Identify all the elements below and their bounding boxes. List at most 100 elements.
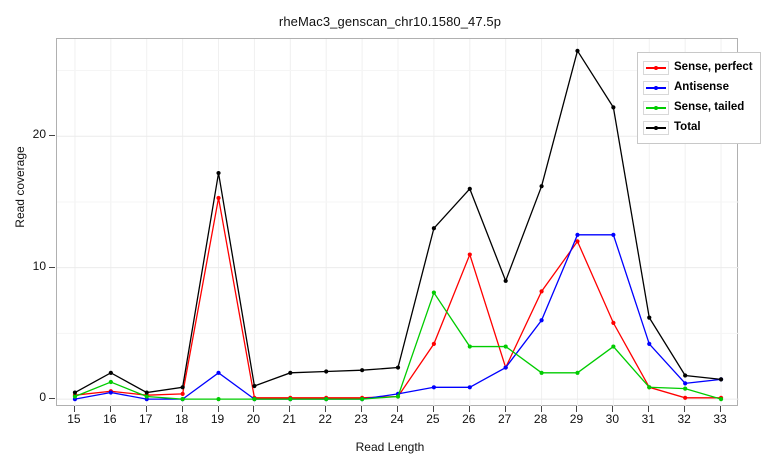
x-tick-label: 20 — [246, 412, 261, 426]
x-tick-label: 18 — [174, 412, 189, 426]
x-tick-label: 23 — [354, 412, 368, 426]
x-tick-mark — [289, 406, 291, 412]
x-tick-mark — [145, 406, 147, 412]
legend-swatch-icon — [643, 121, 669, 135]
x-tick-label: 29 — [569, 412, 584, 426]
data-point — [431, 226, 436, 231]
data-point — [216, 170, 221, 176]
legend-item[interactable]: Antisense — [643, 78, 753, 98]
x-tick-label: 19 — [210, 412, 225, 426]
x-tick-label: 27 — [497, 412, 512, 426]
y-tick-mark — [49, 398, 55, 400]
data-point — [180, 385, 185, 390]
data-point — [288, 397, 293, 402]
data-point — [108, 370, 113, 375]
x-tick-label: 22 — [318, 412, 332, 426]
y-axis-title: Read coverage — [13, 146, 27, 228]
x-tick-mark — [576, 406, 578, 412]
x-tick-label: 33 — [713, 412, 727, 426]
legend-item[interactable]: Sense, tailed — [643, 98, 753, 118]
data-point — [467, 252, 472, 257]
legend-label: Sense, tailed — [674, 101, 745, 114]
data-point — [575, 232, 580, 237]
data-point — [467, 385, 472, 390]
x-tick-mark — [504, 406, 506, 412]
y-tick-label: 0 — [39, 390, 46, 405]
legend-label: Antisense — [674, 81, 729, 94]
chart-legend: Sense, perfect Antisense Sense, tailed Tota… — [637, 52, 761, 144]
data-point — [252, 397, 257, 402]
x-tick-label: 28 — [533, 412, 548, 426]
data-point — [503, 278, 508, 283]
data-series-group — [72, 48, 724, 402]
legend-label: Total — [674, 121, 701, 134]
data-point — [431, 290, 436, 295]
data-point — [467, 186, 472, 191]
x-tick-mark — [432, 406, 434, 412]
series-line — [74, 291, 722, 400]
legend-label: Sense, perfect — [674, 61, 753, 74]
plot-area — [56, 38, 739, 407]
x-tick-label: 32 — [677, 412, 691, 426]
data-point — [647, 385, 652, 390]
x-tick-label: 15 — [67, 412, 81, 426]
legend-swatch-icon — [643, 101, 669, 115]
data-point — [539, 184, 544, 189]
y-tick-mark — [49, 266, 55, 268]
data-point — [683, 386, 688, 391]
x-tick-mark — [109, 406, 111, 412]
x-tick-mark — [684, 406, 686, 412]
data-point — [467, 344, 472, 349]
data-point — [108, 390, 113, 395]
data-point — [539, 289, 544, 294]
x-tick-label: 16 — [103, 412, 117, 426]
data-point — [288, 370, 293, 375]
data-point — [180, 391, 185, 396]
data-point — [324, 369, 329, 374]
x-tick-mark — [720, 406, 722, 412]
chart-title: rheMac3_genscan_chr10.1580_47.5p — [278, 14, 502, 29]
data-point — [360, 397, 365, 402]
data-point — [611, 105, 616, 110]
x-tick-mark — [217, 406, 219, 412]
data-point — [431, 385, 436, 390]
y-tick-label: 10 — [32, 258, 46, 273]
legend-item[interactable]: Sense, perfect — [643, 58, 753, 78]
x-tick-mark — [181, 406, 183, 412]
data-point — [216, 195, 221, 201]
data-point — [539, 370, 544, 375]
data-point — [144, 390, 149, 395]
x-tick-mark — [361, 406, 363, 412]
data-point — [252, 383, 257, 389]
data-point — [360, 368, 365, 373]
x-tick-label: 25 — [426, 412, 440, 426]
x-tick-mark — [468, 406, 470, 412]
y-tick-label: 20 — [32, 127, 46, 142]
x-tick-label: 21 — [282, 412, 296, 426]
x-tick-label: 30 — [605, 412, 620, 426]
data-point — [611, 232, 616, 237]
gridlines — [57, 39, 739, 407]
data-point — [324, 397, 329, 402]
data-point — [503, 365, 508, 370]
data-point — [647, 341, 652, 347]
data-point — [718, 377, 724, 382]
series-antisense — [72, 232, 724, 402]
data-point — [575, 239, 580, 244]
x-tick-label: 31 — [641, 412, 655, 426]
x-tick-mark — [253, 406, 255, 412]
x-tick-mark — [612, 406, 614, 412]
y-tick-mark — [49, 135, 55, 137]
x-tick-mark — [397, 406, 398, 412]
series-total — [72, 48, 724, 395]
x-tick-mark — [648, 406, 650, 412]
data-point — [431, 341, 436, 347]
x-tick-mark — [540, 406, 542, 412]
x-tick-label: 24 — [390, 412, 404, 426]
data-point — [575, 370, 580, 375]
data-point — [72, 394, 78, 399]
data-point — [216, 370, 221, 375]
x-tick-label: 26 — [462, 412, 476, 426]
legend-item[interactable]: Total — [643, 118, 753, 138]
